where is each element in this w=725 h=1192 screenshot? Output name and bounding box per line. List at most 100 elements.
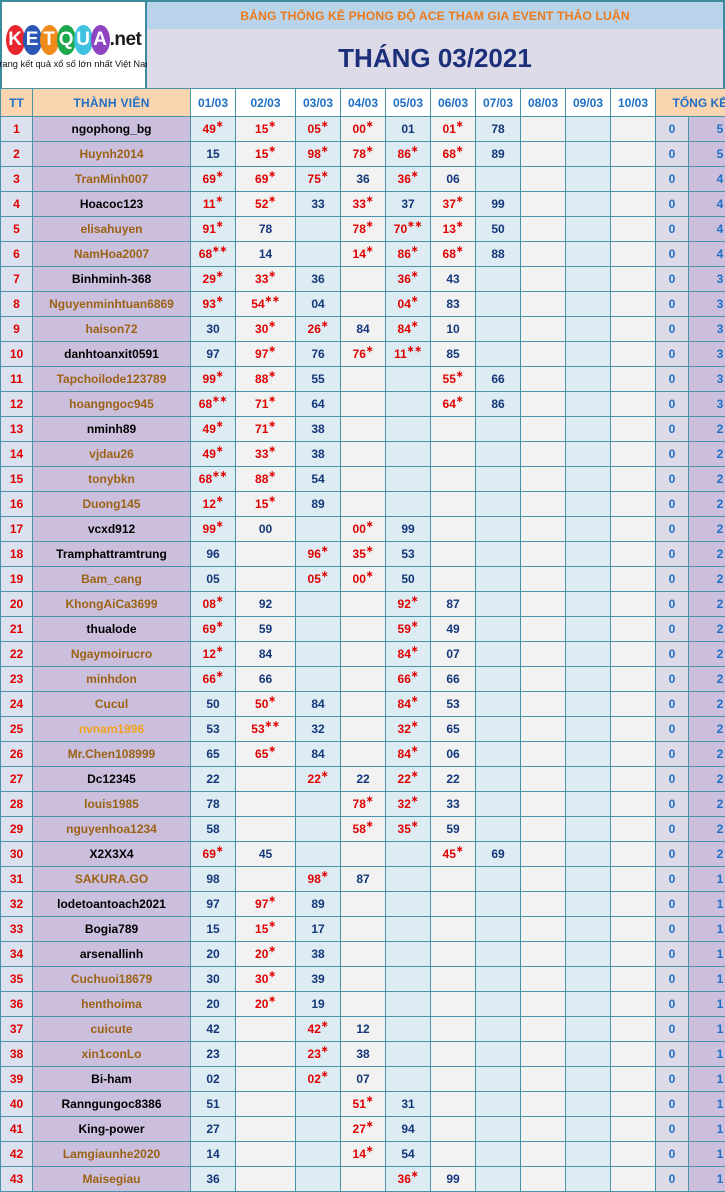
total-count: 2 bbox=[688, 591, 725, 617]
day-cell: 88∗ bbox=[235, 366, 296, 392]
table-row: 23 minhdon 66∗ 66 66∗ 66 0 2 bbox=[0, 666, 725, 692]
member-name[interactable]: SAKURA.GO bbox=[32, 866, 191, 892]
member-name[interactable]: Bi-ham bbox=[32, 1066, 191, 1092]
day-cell bbox=[385, 941, 431, 967]
day-cell: 10 bbox=[430, 316, 476, 342]
day-cell bbox=[610, 491, 656, 517]
day-cell: 36 bbox=[190, 1166, 236, 1192]
day-cell: 07 bbox=[430, 641, 476, 667]
member-name[interactable]: henthoima bbox=[32, 991, 191, 1017]
star-marker-icon: ∗ bbox=[268, 994, 276, 1004]
member-name[interactable]: Ranngungoc8386 bbox=[32, 1091, 191, 1117]
member-name[interactable]: elisahuyen bbox=[32, 216, 191, 242]
day-cell bbox=[340, 466, 386, 492]
member-name[interactable]: xin1conLo bbox=[32, 1041, 191, 1067]
star-marker-icon: ∗ bbox=[320, 144, 329, 154]
member-name[interactable]: cuicute bbox=[32, 1016, 191, 1042]
member-name[interactable]: X2X3X4 bbox=[32, 841, 191, 867]
day-cell: 42 bbox=[190, 1016, 236, 1042]
member-name[interactable]: haison72 bbox=[32, 316, 191, 342]
member-name[interactable]: vjdau26 bbox=[32, 441, 191, 467]
member-name[interactable]: vcxd912 bbox=[32, 516, 191, 542]
star-marker-icon: ∗ bbox=[215, 644, 224, 654]
member-name[interactable]: Duong145 bbox=[32, 491, 191, 517]
site-logo[interactable]: K E T Q U A .net Trang kết quả xổ số lớn… bbox=[0, 2, 153, 88]
day-cell bbox=[340, 641, 386, 667]
member-name[interactable]: hoangngoc945 bbox=[32, 391, 191, 417]
day-cell: 52∗ bbox=[235, 191, 296, 217]
day-cell: 01∗ bbox=[430, 116, 476, 142]
day-cell: 66∗ bbox=[190, 666, 236, 692]
day-cell bbox=[520, 866, 566, 892]
day-cell bbox=[340, 266, 386, 292]
member-name[interactable]: Bam_cang bbox=[32, 566, 191, 592]
member-name[interactable]: tonybkn bbox=[32, 466, 191, 492]
star-marker-icon: ∗ bbox=[215, 444, 224, 454]
member-name[interactable]: Hoacoc123 bbox=[32, 191, 191, 217]
day-cell: 78∗ bbox=[340, 216, 386, 242]
day-cell bbox=[520, 166, 566, 192]
table-row: 9 haison72 30 30∗ 26∗ 84 84∗ 10 0 3 bbox=[0, 316, 725, 342]
member-name[interactable]: nvnam1996 bbox=[32, 716, 191, 742]
member-name[interactable]: louis1985 bbox=[32, 791, 191, 817]
member-name[interactable]: Huynh2014 bbox=[32, 141, 191, 167]
member-name[interactable]: Dc12345 bbox=[32, 766, 191, 792]
zero-count: 0 bbox=[655, 691, 689, 717]
member-name[interactable]: nminh89 bbox=[32, 416, 191, 442]
member-name[interactable]: TranMinh007 bbox=[32, 166, 191, 192]
member-name[interactable]: Binhminh-368 bbox=[32, 266, 191, 292]
member-name[interactable]: Tramphattramtrung bbox=[32, 541, 191, 567]
day-cell bbox=[565, 766, 611, 792]
star-marker-icon: ∗ bbox=[410, 744, 419, 754]
day-cell bbox=[520, 541, 566, 567]
day-cell bbox=[520, 516, 566, 542]
day-cell bbox=[610, 616, 656, 642]
day-cell: 69∗ bbox=[190, 841, 236, 867]
member-name[interactable]: thualode bbox=[32, 616, 191, 642]
day-cell: 84 bbox=[295, 691, 341, 717]
member-name[interactable]: nguyenhoa1234 bbox=[32, 816, 191, 842]
member-name[interactable]: Tapchoilode123789 bbox=[32, 366, 191, 392]
member-name[interactable]: Lamgiaunhe2020 bbox=[32, 1141, 191, 1167]
day-cell: 14 bbox=[190, 1141, 236, 1167]
member-name[interactable]: Cuchuoi18679 bbox=[32, 966, 191, 992]
day-cell bbox=[475, 541, 521, 567]
table-row: 26 Mr.Chen108999 65 65∗ 84 84∗ 06 0 2 bbox=[0, 741, 725, 767]
header-total: TỔNG KẾT bbox=[655, 88, 725, 117]
member-name[interactable]: NamHoa2007 bbox=[32, 241, 191, 267]
star-marker-icon: ∗ bbox=[410, 144, 419, 154]
member-name[interactable]: lodetoantoach2021 bbox=[32, 891, 191, 917]
day-cell bbox=[475, 1091, 521, 1117]
total-count: 2 bbox=[688, 466, 725, 492]
day-cell bbox=[610, 141, 656, 167]
day-cell: 50 bbox=[190, 691, 236, 717]
member-name[interactable]: Mr.Chen108999 bbox=[32, 741, 191, 767]
row-index: 21 bbox=[0, 616, 33, 642]
member-name[interactable]: KhongAiCa3699 bbox=[32, 591, 191, 617]
member-name[interactable]: ngophong_bg bbox=[32, 116, 191, 142]
day-cell bbox=[430, 466, 476, 492]
member-name[interactable]: minhdon bbox=[32, 666, 191, 692]
member-name[interactable]: Maisegiau bbox=[32, 1166, 191, 1192]
day-cell: 84 bbox=[295, 741, 341, 767]
member-name[interactable]: danhtoanxit0591 bbox=[32, 341, 191, 367]
member-name[interactable]: Cucul bbox=[32, 691, 191, 717]
day-cell: 68∗∗ bbox=[190, 391, 236, 417]
logo-tagline: Trang kết quả xổ số lớn nhất Việt Nam bbox=[0, 59, 154, 69]
day-cell: 84 bbox=[235, 641, 296, 667]
day-cell bbox=[520, 366, 566, 392]
day-cell bbox=[565, 1066, 611, 1092]
star-marker-icon: ∗ bbox=[268, 469, 276, 479]
row-index: 20 bbox=[0, 591, 33, 617]
row-index: 4 bbox=[0, 191, 33, 217]
total-count: 2 bbox=[688, 566, 725, 592]
member-name[interactable]: Nguyenminhtuan6869 bbox=[32, 291, 191, 317]
day-cell bbox=[340, 716, 386, 742]
member-name[interactable]: Ngaymoirucro bbox=[32, 641, 191, 667]
member-name[interactable]: arsenallinh bbox=[32, 941, 191, 967]
star-marker-icon: ∗ bbox=[268, 269, 276, 279]
table-row: 31 SAKURA.GO 98 98∗ 87 0 1 bbox=[0, 866, 725, 892]
day-cell bbox=[475, 741, 521, 767]
member-name[interactable]: King-power bbox=[32, 1116, 191, 1142]
member-name[interactable]: Bogia789 bbox=[32, 916, 191, 942]
